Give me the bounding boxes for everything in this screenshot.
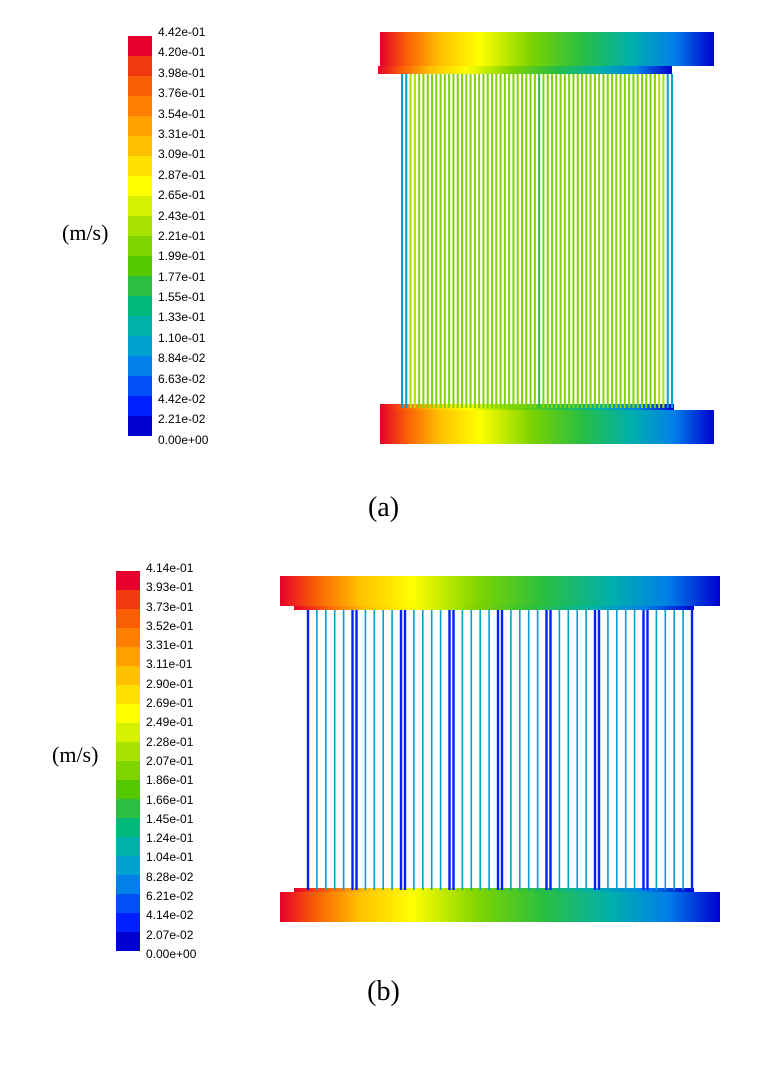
tick-label: 0.00e+00 (146, 948, 196, 960)
colorbar-segment (116, 818, 140, 837)
tick-label: 3.09e-01 (158, 148, 208, 160)
colorbar-b-bar (116, 571, 140, 951)
colorbar-segment (128, 416, 152, 436)
tick-label: 8.28e-02 (146, 871, 196, 883)
tick-label: 4.42e-02 (158, 393, 208, 405)
colorbar-a: 4.42e-01 4.20e-01 3.98e-01 3.76e-01 3.54e-01… (128, 26, 208, 446)
tick-label: 1.45e-01 (146, 813, 196, 825)
colorbar-segment (116, 780, 140, 799)
colorbar-segment (116, 913, 140, 932)
tick-label: 2.43e-01 (158, 210, 208, 222)
tick-label: 2.28e-01 (146, 736, 196, 748)
tick-label: 3.54e-01 (158, 108, 208, 120)
colorbar-segment (128, 136, 152, 156)
tick-label: 3.52e-01 (146, 620, 196, 632)
colorbar-segment (116, 666, 140, 685)
tick-label: 3.76e-01 (158, 87, 208, 99)
colorbar-segment (128, 396, 152, 416)
colorbar-segment (128, 216, 152, 236)
colorbar-segment (128, 276, 152, 296)
tick-label: 1.77e-01 (158, 271, 208, 283)
colorbar-b: 4.14e-01 3.93e-01 3.73e-01 3.52e-01 3.31e-01… (116, 562, 196, 960)
colorbar-segment (116, 932, 140, 951)
colorbar-segment (128, 336, 152, 356)
tick-label: 2.07e-01 (146, 755, 196, 767)
caption-b: (b) (0, 976, 767, 1008)
tick-label: 1.24e-01 (146, 832, 196, 844)
colorbar-segment (116, 704, 140, 723)
colorbar-segment (128, 356, 152, 376)
tick-label: 2.49e-01 (146, 716, 196, 728)
colorbar-segment (128, 256, 152, 276)
tick-label: 2.21e-02 (158, 413, 208, 425)
tick-label: 2.65e-01 (158, 189, 208, 201)
panel-b: (m/s) 4.14e-01 3.93e-01 3.73e-01 3.52e-01 3.… (0, 544, 767, 964)
tick-label: 4.42e-01 (158, 26, 208, 38)
colorbar-segment (116, 894, 140, 913)
colorbar-segment (128, 76, 152, 96)
colorbar-segment (128, 36, 152, 56)
colorbar-segment (128, 376, 152, 396)
diagram-b (268, 544, 748, 954)
tick-label: 1.55e-01 (158, 291, 208, 303)
colorbar-segment (116, 685, 140, 704)
tick-label: 3.98e-01 (158, 67, 208, 79)
colorbar-segment (116, 837, 140, 856)
colorbar-segment (116, 628, 140, 647)
tick-label: 3.11e-01 (146, 658, 196, 670)
tick-label: 2.87e-01 (158, 169, 208, 181)
tick-label: 3.73e-01 (146, 601, 196, 613)
colorbar-segment (116, 723, 140, 742)
tick-label: 4.20e-01 (158, 46, 208, 58)
caption-a: (a) (0, 492, 767, 524)
colorbar-segment (128, 236, 152, 256)
tick-label: 2.07e-02 (146, 929, 196, 941)
colorbar-segment (128, 156, 152, 176)
tick-label: 4.14e-02 (146, 909, 196, 921)
colorbar-segment (128, 196, 152, 216)
tick-label: 1.66e-01 (146, 794, 196, 806)
colorbar-segment (128, 96, 152, 116)
tick-label: 1.86e-01 (146, 774, 196, 786)
tick-label: 1.33e-01 (158, 311, 208, 323)
colorbar-segment (128, 296, 152, 316)
colorbar-segment (116, 742, 140, 761)
tick-label: 2.90e-01 (146, 678, 196, 690)
tick-label: 1.10e-01 (158, 332, 208, 344)
colorbar-segment (116, 647, 140, 666)
tick-label: 4.14e-01 (146, 562, 196, 574)
colorbar-segment (128, 116, 152, 136)
colorbar-segment (116, 799, 140, 818)
tick-label: 2.21e-01 (158, 230, 208, 242)
panel-a: (m/s) 4.42e-01 4.20e-01 3.98e-01 3.76e-01 3.… (0, 0, 767, 480)
colorbar-segment (128, 176, 152, 196)
colorbar-segment (116, 875, 140, 894)
tick-label: 3.31e-01 (146, 639, 196, 651)
tick-label: 2.69e-01 (146, 697, 196, 709)
tick-label: 0.00e+00 (158, 434, 208, 446)
colorbar-segment (116, 571, 140, 590)
colorbar-b-labels: 4.14e-01 3.93e-01 3.73e-01 3.52e-01 3.31e-01… (146, 562, 196, 960)
colorbar-segment (116, 590, 140, 609)
tick-label: 1.99e-01 (158, 250, 208, 262)
tick-label: 6.21e-02 (146, 890, 196, 902)
colorbar-segment (116, 609, 140, 628)
diagram-a (370, 0, 750, 470)
tick-label: 3.93e-01 (146, 581, 196, 593)
tick-label: 6.63e-02 (158, 373, 208, 385)
unit-label-a: (m/s) (62, 220, 108, 246)
colorbar-segment (116, 856, 140, 875)
colorbar-segment (128, 56, 152, 76)
colorbar-a-labels: 4.42e-01 4.20e-01 3.98e-01 3.76e-01 3.54e-01… (158, 26, 208, 446)
colorbar-segment (116, 761, 140, 780)
colorbar-a-bar (128, 36, 152, 436)
tick-label: 8.84e-02 (158, 352, 208, 364)
unit-label-b: (m/s) (52, 742, 98, 768)
colorbar-segment (128, 316, 152, 336)
tick-label: 3.31e-01 (158, 128, 208, 140)
tick-label: 1.04e-01 (146, 851, 196, 863)
